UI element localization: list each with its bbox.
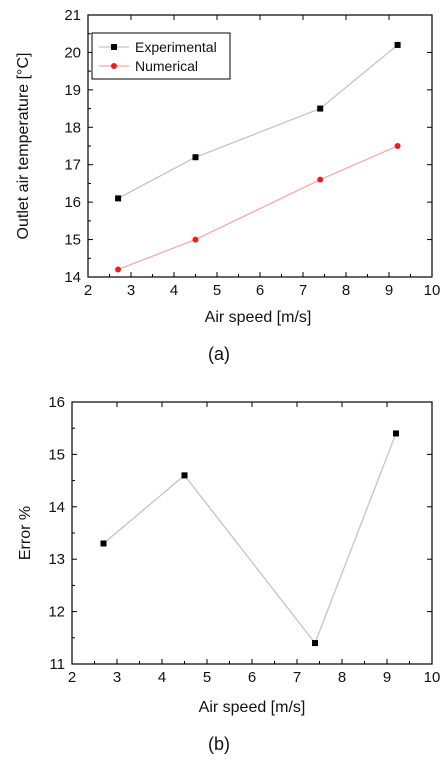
x-tick-label: 6 <box>248 669 256 686</box>
data-point <box>394 143 401 149</box>
y-tick-label: 14 <box>48 499 65 516</box>
x-axis-label-a: Air speed [m/s] <box>205 309 312 326</box>
y-tick-label: 18 <box>64 119 81 136</box>
y-axis-label-a: Outlet air temperature [°C] <box>15 53 32 240</box>
x-tick-label: 9 <box>383 669 391 686</box>
x-tick-label: 3 <box>127 282 135 299</box>
y-tick-label: 17 <box>64 157 81 174</box>
legend-label-numerical: Numerical <box>135 58 198 74</box>
caption-a: (a) <box>208 344 230 364</box>
legend-a: Experimental Numerical <box>91 32 231 80</box>
x-axis-label-b: Air speed [m/s] <box>199 699 306 716</box>
y-tick-label: 21 <box>64 7 81 24</box>
chart-b: 2 3 4 5 6 7 8 9 10 11 12 13 14 15 16 Air speed [m/s] E… <box>17 394 440 754</box>
data-point <box>192 236 199 243</box>
x-tick-label: 6 <box>256 282 264 299</box>
x-tick-label: 10 <box>424 669 441 686</box>
x-tick-label: 4 <box>170 282 178 299</box>
caption-b: (b) <box>208 734 230 754</box>
data-point <box>317 105 324 112</box>
markers-a <box>115 41 401 273</box>
plot-frame-b <box>71 401 433 665</box>
tick-marks-a <box>87 14 433 278</box>
y-tick-label: 16 <box>48 394 65 411</box>
legend-marker-experimental <box>111 44 117 50</box>
legend-label-experimental: Experimental <box>135 39 217 55</box>
chart-a: 2 3 4 5 6 7 8 9 10 14 15 16 17 18 19 20 21 Experimental … <box>15 7 440 364</box>
data-point <box>181 472 188 479</box>
legend-marker-numerical <box>111 63 117 69</box>
x-tick-label: 7 <box>293 669 301 686</box>
y-tick-label: 20 <box>64 44 81 61</box>
data-point <box>192 154 199 161</box>
x-tick-label: 5 <box>203 669 211 686</box>
series-line-0 <box>103 433 397 645</box>
y-tick-label: 15 <box>64 232 81 249</box>
tick-marks-b <box>71 401 433 665</box>
data-point <box>115 195 122 202</box>
data-point <box>393 430 399 437</box>
y-tick-label: 15 <box>48 446 65 463</box>
y-tick-label: 12 <box>48 604 65 621</box>
x-tick-label: 7 <box>299 282 307 299</box>
x-tick-label: 5 <box>213 282 221 299</box>
y-tick-label: 13 <box>48 551 65 568</box>
x-tick-label: 8 <box>342 282 350 299</box>
data-point <box>312 640 318 647</box>
x-tick-label: 10 <box>424 282 441 299</box>
legend-box <box>91 32 231 80</box>
data-point <box>317 176 324 183</box>
series-lines-b <box>103 433 397 645</box>
series-line-1 <box>117 145 398 271</box>
tick-labels-b: 2 3 4 5 6 7 8 9 10 11 12 13 14 15 16 <box>48 394 440 686</box>
y-tick-label: 11 <box>49 656 65 673</box>
y-tick-label: 19 <box>64 82 81 99</box>
data-point <box>115 266 122 273</box>
x-tick-label: 2 <box>84 282 92 299</box>
x-tick-label: 9 <box>385 282 393 299</box>
data-point <box>100 540 107 547</box>
x-tick-label: 4 <box>158 669 166 686</box>
series-lines-a <box>117 44 399 271</box>
tick-labels-a: 2 3 4 5 6 7 8 9 10 14 15 16 17 18 19 20 21 <box>64 7 440 299</box>
y-axis-label-b: Error % <box>17 506 34 560</box>
x-tick-label: 8 <box>338 669 346 686</box>
series-line-0 <box>117 44 399 199</box>
markers-b <box>100 430 399 647</box>
data-point <box>394 41 401 48</box>
y-tick-label: 16 <box>64 194 81 211</box>
y-tick-label: 14 <box>64 269 81 286</box>
x-tick-label: 2 <box>68 669 76 686</box>
x-tick-label: 3 <box>113 669 121 686</box>
